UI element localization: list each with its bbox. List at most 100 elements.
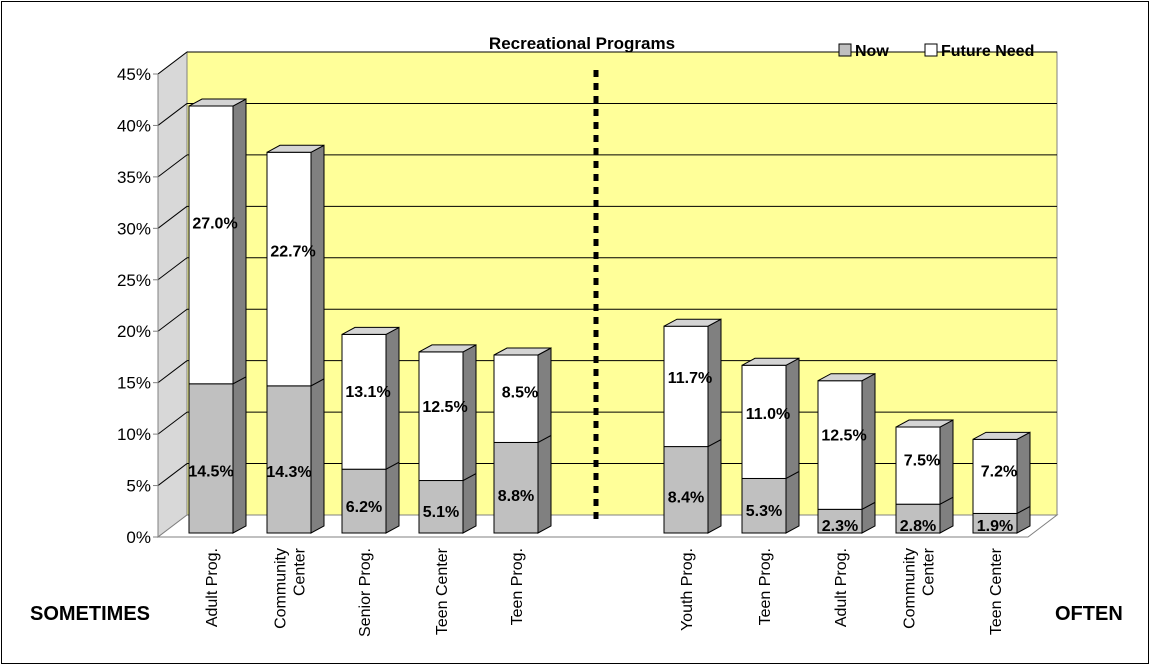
bar-future xyxy=(972,438,1018,514)
category-label: Teen Prog. xyxy=(509,548,526,625)
y-tick-label: 5% xyxy=(126,477,151,496)
bar-now xyxy=(741,477,787,534)
y-tick-label: 20% xyxy=(117,322,151,341)
bar-now xyxy=(188,383,234,534)
bar-future xyxy=(663,325,709,448)
bar-group: 14.5% 27.0% Adult Prog. xyxy=(188,98,247,627)
bar-now-side xyxy=(707,438,722,534)
gridline-side xyxy=(157,463,188,486)
category-label-line: Community xyxy=(902,548,919,629)
bar-group: 14.3% 22.7% Community Center xyxy=(266,144,325,629)
bar-top xyxy=(266,144,325,153)
bar-future-side xyxy=(232,98,247,385)
data-label-future: 22.7% xyxy=(270,243,315,260)
y-tick-label: 25% xyxy=(117,271,151,290)
bar-now xyxy=(663,446,709,534)
bar-future xyxy=(741,364,787,479)
category-label: Community Center xyxy=(902,547,938,629)
category-label-line: Teen Center xyxy=(434,547,451,635)
category-label: Senior Prog. xyxy=(357,548,374,637)
bar-group: 2.8% 7.5% Community Center xyxy=(895,419,954,629)
bar-group: 8.8% 8.5% Teen Prog. xyxy=(493,347,552,625)
gridline-side xyxy=(157,308,188,332)
bar-top xyxy=(418,344,477,353)
gridline-side xyxy=(157,103,188,126)
data-label-future: 27.0% xyxy=(192,216,237,233)
bar-top xyxy=(741,357,800,366)
bar-now-side xyxy=(462,472,477,534)
gridlines xyxy=(157,51,1057,486)
data-label-now: 6.2% xyxy=(346,499,382,516)
category-label-line: Teen Prog. xyxy=(757,548,774,625)
legend-swatch-now xyxy=(838,43,852,57)
data-label-now: 5.1% xyxy=(423,504,459,521)
y-tick-label: 0% xyxy=(126,528,151,547)
bar-future-side xyxy=(537,347,552,444)
group-label-sometimes: SOMETIMES xyxy=(30,603,150,625)
bar-top xyxy=(895,419,954,428)
legend-label-future: Future Need xyxy=(941,43,1034,60)
gridline-side xyxy=(157,51,188,75)
category-label: Adult Prog. xyxy=(204,548,221,627)
data-label-now: 2.8% xyxy=(900,518,936,535)
chart-title: Recreational Programs xyxy=(489,34,675,53)
bar-group: 1.9% 7.2% Teen Center xyxy=(972,431,1031,635)
bar-top xyxy=(817,373,876,382)
data-label-now: 14.5% xyxy=(188,463,233,480)
bar-top xyxy=(663,318,722,327)
data-label-now: 5.3% xyxy=(746,503,782,520)
category-label-line: Teen Center xyxy=(988,547,1005,635)
legend-label-now: Now xyxy=(855,43,889,60)
bar-now-side xyxy=(537,434,552,534)
bar-group: 6.2% 13.1% Senior Prog. xyxy=(341,326,400,637)
category-label-line: Adult Prog. xyxy=(833,548,850,627)
gridline-side xyxy=(157,360,188,384)
gridline-side xyxy=(157,154,188,178)
category-label-line: Center xyxy=(292,547,309,596)
bar-now xyxy=(418,480,464,534)
category-label: Youth Prog. xyxy=(679,548,696,631)
category-label-line: Center xyxy=(921,547,938,596)
legend: Now Future Need xyxy=(838,43,1034,60)
bar-top xyxy=(188,98,247,107)
data-label-now: 1.9% xyxy=(977,518,1013,535)
data-label-future: 8.5% xyxy=(502,385,538,402)
gridline-side xyxy=(157,205,188,229)
data-label-now: 8.4% xyxy=(668,490,704,507)
bar-future xyxy=(493,354,539,443)
data-label-now: 8.8% xyxy=(498,488,534,505)
data-label-future: 7.5% xyxy=(904,452,940,469)
legend-swatch-future xyxy=(924,43,938,57)
y-tick-label: 35% xyxy=(117,168,151,187)
bar-future-side xyxy=(310,144,325,387)
bar-future-side xyxy=(1016,431,1031,515)
data-label-future: 13.1% xyxy=(345,384,390,401)
category-label: Teen Prog. xyxy=(757,548,774,625)
y-tick-label: 40% xyxy=(117,116,151,135)
data-label-now: 2.3% xyxy=(822,518,858,535)
y-tick-label: 15% xyxy=(117,374,151,393)
group-label-often: OFTEN xyxy=(1055,603,1123,625)
category-label-line: Youth Prog. xyxy=(679,548,696,631)
bar-now xyxy=(895,503,941,534)
bar-future xyxy=(266,151,312,387)
bar-now xyxy=(341,468,387,534)
category-label-line: Teen Prog. xyxy=(509,548,526,625)
data-label-future: 12.5% xyxy=(422,399,467,416)
data-label-future: 11.0% xyxy=(746,406,790,423)
plot-side-wall xyxy=(157,50,188,539)
data-label-future: 7.2% xyxy=(981,463,1017,480)
bar-group: 2.3% 12.5% Adult Prog. xyxy=(817,372,876,627)
category-label: Adult Prog. xyxy=(833,548,850,627)
bar-future xyxy=(895,426,941,505)
category-label: Teen Center xyxy=(434,547,451,635)
bar-now-side xyxy=(385,461,400,534)
gridline-side xyxy=(157,257,188,281)
y-tick-label: 10% xyxy=(117,425,151,444)
y-tick-label: 30% xyxy=(117,219,151,238)
bar-now xyxy=(266,385,312,534)
category-label-line: Adult Prog. xyxy=(204,548,221,627)
gridline-side xyxy=(157,411,188,435)
